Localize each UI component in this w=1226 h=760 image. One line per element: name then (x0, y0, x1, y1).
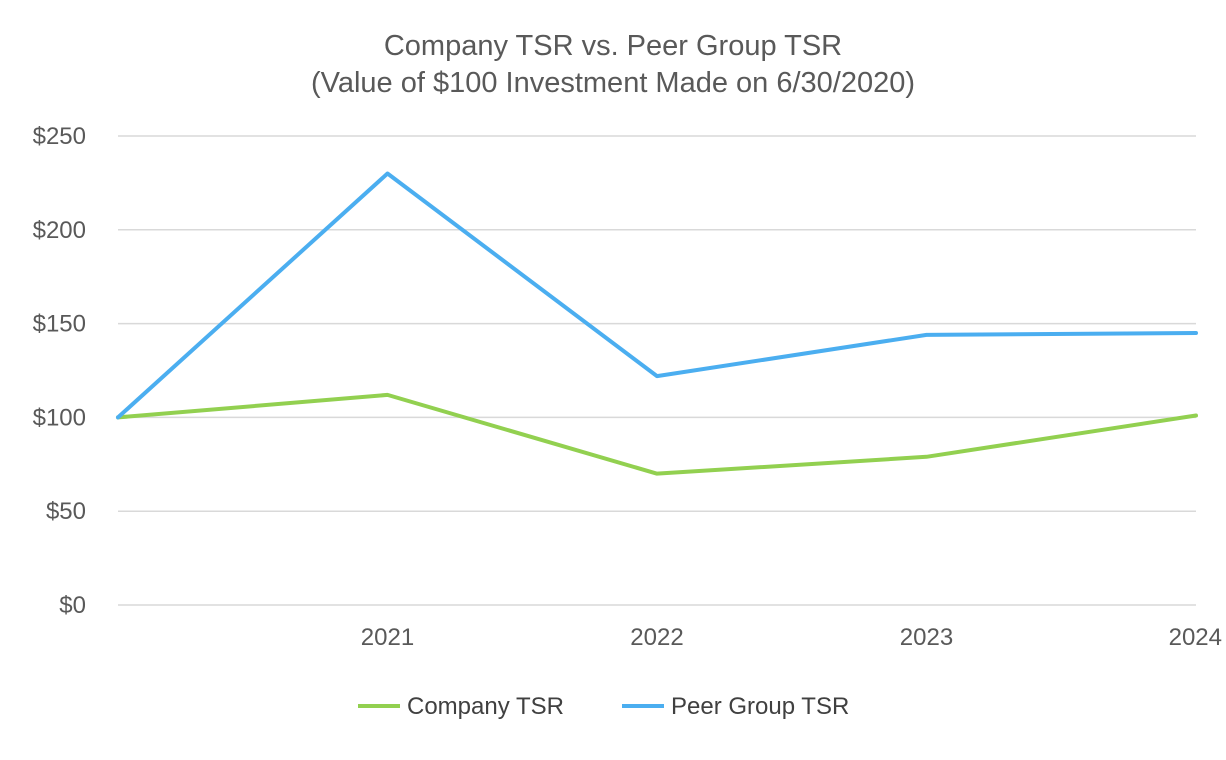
gridlines (118, 135, 1196, 606)
x-tick-label: 2023 (900, 624, 953, 651)
x-axis-tick-labels: 2021 2022 2023 2024 (361, 624, 1222, 651)
x-tick-label: 2024 (1169, 624, 1222, 651)
y-axis-tick-labels: $0 $50 $100 $150 $200 $250 (33, 123, 86, 619)
legend-label-peer-group-tsr: Peer Group TSR (671, 693, 849, 720)
legend: Company TSR Peer Group TSR (358, 693, 849, 720)
y-tick-label: $250 (33, 123, 86, 150)
y-tick-label: $200 (33, 217, 86, 244)
y-tick-label: $50 (46, 498, 86, 525)
legend-label-company-tsr: Company TSR (407, 693, 564, 720)
y-tick-label: $100 (33, 404, 86, 431)
y-tick-label: $150 (33, 311, 86, 338)
x-tick-label: 2021 (361, 624, 414, 651)
chart-title: Company TSR vs. Peer Group TSR (384, 30, 842, 62)
y-tick-label: $0 (59, 592, 86, 619)
chart-subtitle: (Value of $100 Investment Made on 6/30/2… (311, 67, 915, 99)
x-tick-label: 2022 (630, 624, 683, 651)
series-lines (116, 171, 1198, 476)
series-line-peer-group-tsr (116, 171, 1198, 420)
series-line-company-tsr (116, 392, 1198, 476)
